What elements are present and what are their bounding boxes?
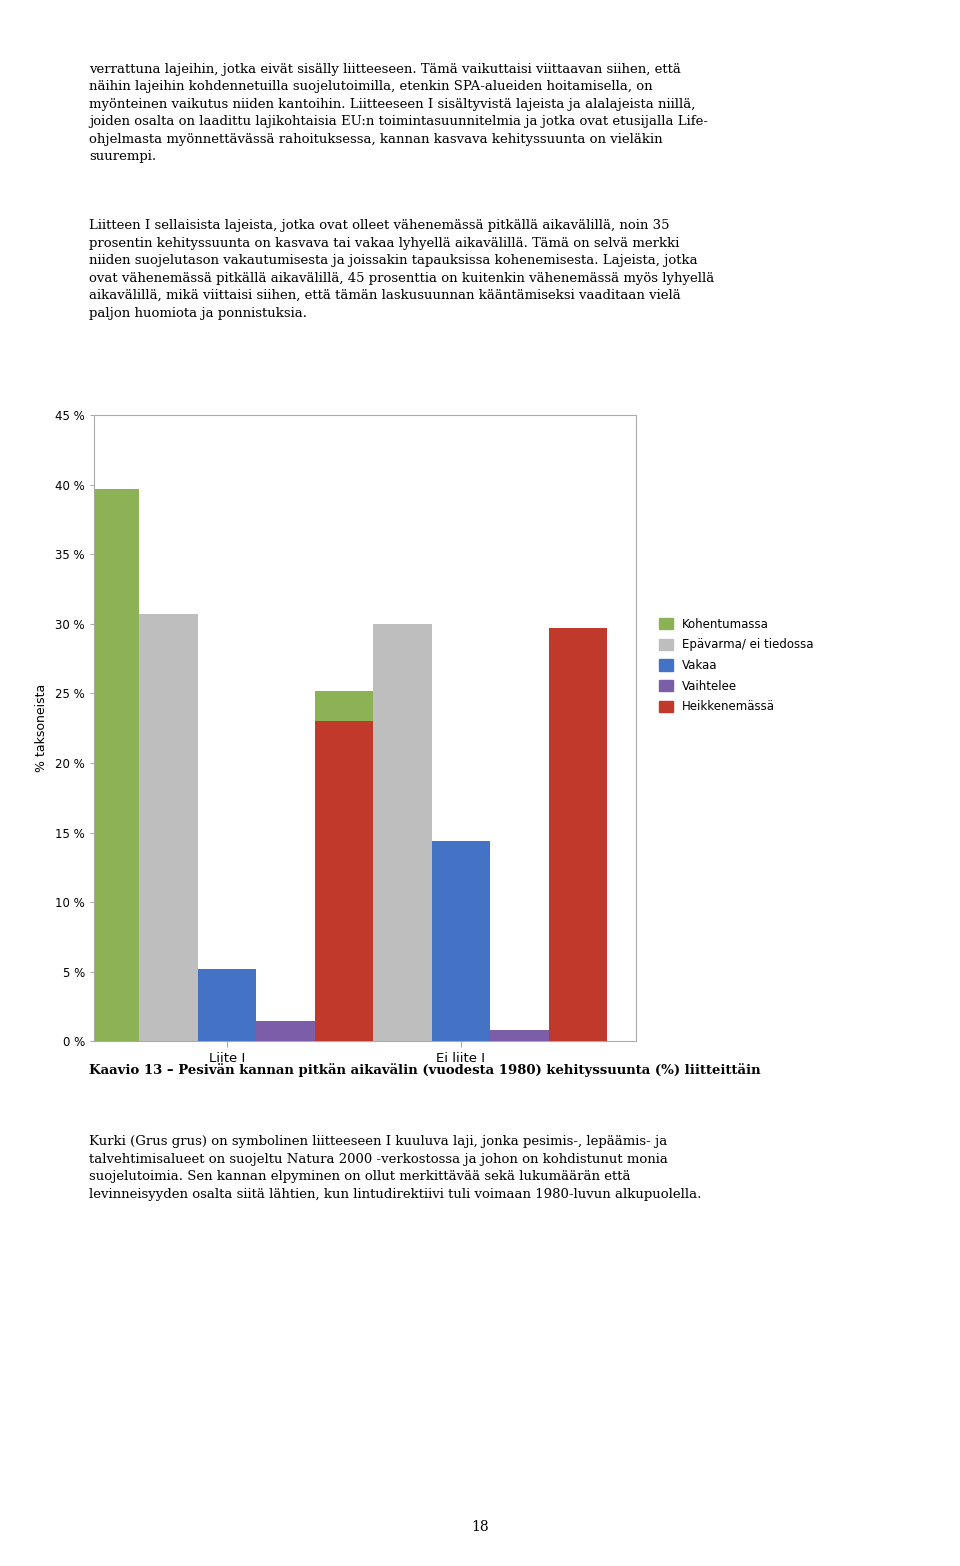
Bar [373, 623, 432, 1041]
Text: Kaavio 13 – Pesivän kannan pitkän aikavälin (vuodesta 1980) kehityssuunta (%) li: Kaavio 13 – Pesivän kannan pitkän aikavä… [89, 1063, 761, 1077]
Bar [81, 489, 139, 1041]
Bar [94, 415, 636, 1041]
Y-axis label: % taksoneista: % taksoneista [36, 684, 48, 772]
Bar [432, 841, 491, 1041]
Text: Liitteen I sellaisista lajeista, jotka ovat olleet vähenemässä pitkällä aikaväli: Liitteen I sellaisista lajeista, jotka o… [89, 219, 714, 319]
Text: 18: 18 [471, 1521, 489, 1533]
Bar [315, 722, 373, 1041]
Bar [315, 691, 373, 1041]
Bar [491, 1030, 549, 1041]
Legend: Kohentumassa, Epävarma/ ei tiedossa, Vakaa, Vaihtelee, Heikkenemässä: Kohentumassa, Epävarma/ ei tiedossa, Vak… [659, 617, 814, 714]
Text: verrattuna lajeihin, jotka eivät sisälly liitteeseen. Tämä vaikuttaisi viittaava: verrattuna lajeihin, jotka eivät sisälly… [89, 63, 708, 163]
Bar [198, 969, 256, 1041]
Bar [139, 614, 198, 1041]
Text: Kurki (Grus grus) on symbolinen liitteeseen I kuuluva laji, jonka pesimis-, lepä: Kurki (Grus grus) on symbolinen liittees… [89, 1135, 702, 1201]
Bar [549, 628, 608, 1041]
Bar [256, 1021, 315, 1041]
